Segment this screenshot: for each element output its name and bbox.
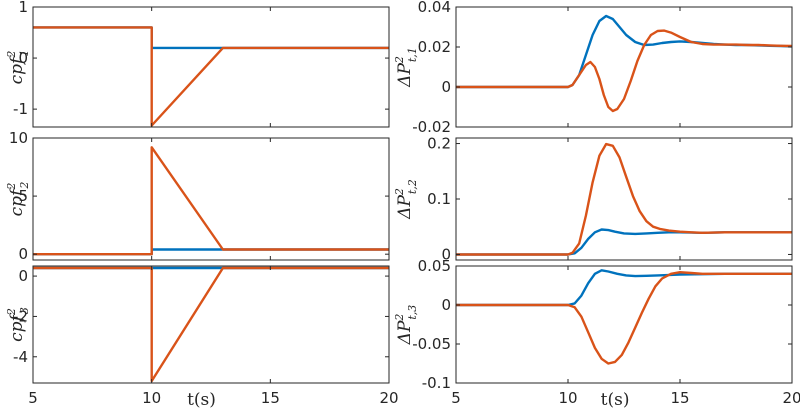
x-tick-label: 15 (670, 389, 689, 407)
panel-p6: -0.1 -0.05 0 0.05 5 10 15 20 t(s) ΔP2t,3 (393, 257, 800, 410)
series-orange-line (33, 266, 389, 383)
y-tick-label: 5 (18, 187, 28, 205)
x-axis-label: t(s) (187, 390, 216, 410)
y-tick-label: 0 (18, 245, 28, 263)
y-tick-label: 0.2 (427, 135, 451, 153)
y-axis-label: ΔP2t,2 (393, 179, 419, 220)
y-axis-label: ΔP2t,1 (393, 47, 419, 88)
x-tick-label: 15 (261, 389, 280, 407)
axes-frame (455, 137, 793, 261)
x-tick-label: 20 (379, 389, 398, 407)
axes-frame (455, 6, 793, 128)
y-tick-label: 0 (18, 267, 28, 285)
y-tick-label: 0 (441, 296, 451, 314)
y-axis-label: ΔP2t,3 (393, 305, 419, 346)
y-tick-label: -0.1 (422, 374, 451, 392)
panel-p2: 0 5 10 cpf22 (5, 129, 390, 263)
y-axis-label: cpf22 (5, 182, 31, 217)
axes-frame (455, 265, 793, 384)
y-tick-label: 0.1 (427, 190, 451, 208)
axes-frame (32, 137, 390, 261)
y-tick-label: -0.02 (412, 118, 451, 136)
x-tick-label: 5 (28, 389, 38, 407)
series-blue-line (33, 26, 389, 50)
y-tick-label: -4 (13, 348, 28, 366)
y-tick-label: -0.05 (412, 335, 451, 353)
x-axis-label: t(s) (601, 390, 630, 410)
series-orange-line (33, 146, 389, 256)
y-axis-label: cpf21 (5, 50, 31, 85)
panel-p4: -0.02 0 0.02 0.04 ΔP2t,1 (393, 0, 793, 136)
x-tick-label: 10 (558, 389, 577, 407)
x-tick-label: 10 (142, 389, 161, 407)
axes-frame (32, 6, 390, 128)
y-tick-label: 10 (9, 129, 28, 147)
y-tick-label: 0.04 (418, 0, 451, 16)
panel-p1: -1 0 1 cpf21 (5, 0, 390, 128)
y-tick-label: -1 (13, 100, 28, 118)
x-tick-label: 5 (451, 389, 461, 407)
y-tick-label: 0.02 (418, 38, 451, 56)
series-orange-line (456, 271, 792, 365)
series-blue-line (456, 14, 792, 89)
y-tick-label: 0 (441, 245, 451, 263)
series-orange-line (456, 142, 792, 256)
x-tick-label: 20 (782, 389, 800, 407)
y-tick-label: 0.05 (418, 257, 451, 275)
axes-frame (32, 265, 390, 384)
y-tick-label: 1 (18, 0, 28, 16)
y-tick-label: -2 (13, 307, 28, 325)
y-tick-label: 0 (18, 49, 28, 67)
y-tick-label: 0 (441, 78, 451, 96)
y-axis-label: cpf23 (5, 307, 31, 342)
panel-p5: 0 0.1 0.2 ΔP2t,2 (393, 135, 793, 263)
series-orange-line (33, 26, 389, 127)
series-blue-line (456, 269, 792, 307)
series-orange-line (456, 29, 792, 113)
panel-p3: -4 -2 0 5 10 15 20 t(s) cpf23 (5, 265, 399, 410)
